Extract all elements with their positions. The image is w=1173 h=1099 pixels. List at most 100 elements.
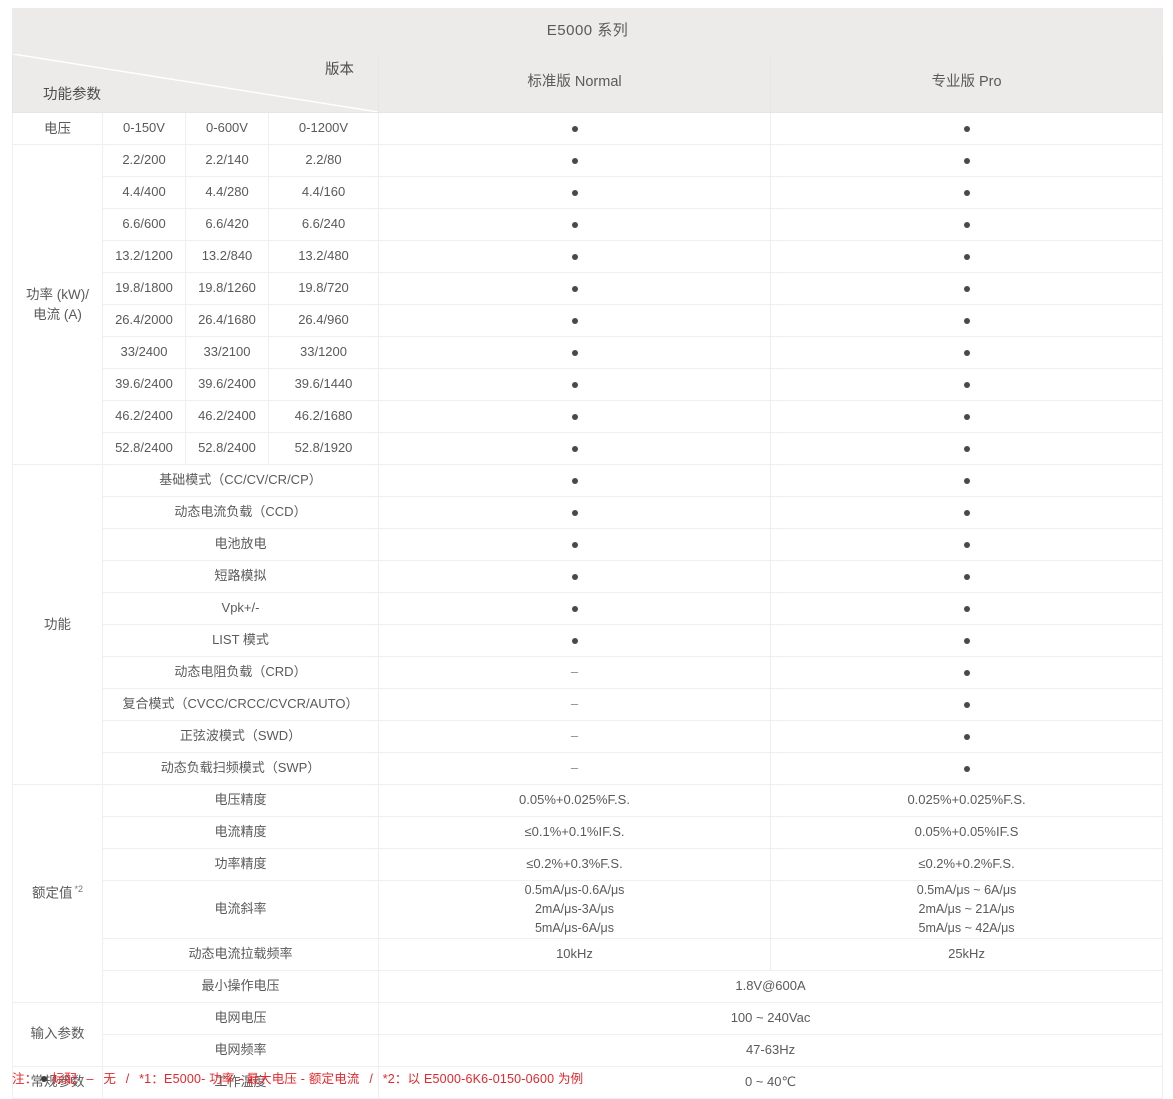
variant-value-3: 19.8/720 [268, 272, 379, 305]
footnote-sep-1: / [125, 1072, 130, 1086]
header-version-label: 版本 [325, 62, 354, 78]
normal-column-cell [378, 144, 771, 177]
pro-column-cell-dot-icon [963, 445, 970, 452]
merged-value-cell: 1.8V@600A [377, 969, 1164, 1003]
footnote-note-2: *2：以 E5000-6K6-0150-0600 为例 [382, 1072, 584, 1086]
parameter-label-cell: 电网电压 [102, 1001, 379, 1035]
parameter-label-cell: 电池放电 [102, 528, 379, 561]
normal-column-cell: 0.05%+0.025%F.S. [378, 784, 771, 817]
variant-value-2: 39.6/2400 [185, 368, 269, 401]
normal-column-cell [378, 496, 771, 529]
normal-column-cell-dot-icon [571, 413, 578, 420]
table-row: 电流斜率 0.5mA/μs-0.6A/μs 2mA/μs-3A/μs 5mA/μs… [13, 880, 1164, 939]
variant-value-2: 4.4/280 [185, 176, 269, 209]
variant-value-3: 52.8/1920 [268, 432, 379, 465]
normal-column-cell-dot-icon [571, 541, 578, 548]
pro-column-cell-dot-icon [963, 189, 970, 196]
table-row: 输入参数 电网电压 100 ~ 240Vac [12, 1001, 1164, 1067]
table-row: LIST 模式 [13, 624, 1164, 657]
category-cell: 功能 [12, 464, 103, 785]
variant-value-3: 2.2/80 [268, 144, 379, 177]
pro-column-cell: 0.05%+0.05%IF.S [769, 816, 1164, 849]
table-row: 正弦波模式（SWD） – [13, 720, 1164, 753]
variant-value-1: 0-150V [102, 112, 186, 145]
variant-value-3: 26.4/960 [268, 304, 379, 337]
pro-column-cell [769, 112, 1164, 145]
normal-column-cell [378, 624, 771, 657]
normal-column-cell [378, 272, 771, 305]
variant-value-2: 6.6/420 [185, 208, 269, 241]
merged-value-cell: 47-63Hz [377, 1033, 1164, 1067]
table-row: 52.8/2400 52.8/2400 52.8/1920 [13, 432, 1164, 465]
table-row: 6.6/600 6.6/420 6.6/240 [13, 208, 1164, 241]
variant-value-1: 39.6/2400 [102, 368, 186, 401]
table-row: Vpk+/- [13, 592, 1164, 625]
category-cell: 功率 (kW)/电流 (A) [12, 144, 103, 465]
normal-column-cell [378, 592, 771, 625]
header-corner-cell: 版本功能参数 [12, 53, 379, 113]
normal-column-cell-dot-icon [571, 445, 578, 452]
normal-column-cell [378, 240, 771, 273]
variant-value-3: 46.2/1680 [268, 400, 379, 433]
table-row: 电网频率 47-63Hz [13, 1033, 1164, 1067]
normal-column-cell-dot-icon [571, 509, 578, 516]
normal-column-cell-dot-icon [571, 381, 578, 388]
table-row: 电压 0-150V 0-600V 0-1200V [12, 112, 1164, 145]
pro-column-cell [769, 720, 1164, 753]
pro-column-cell-value: 0.5mA/μs ~ 6A/μs 2mA/μs ~ 21A/μs 5mA/μs … [916, 883, 1017, 935]
parameter-label-cell: 基础模式（CC/CV/CR/CP） [102, 464, 379, 497]
normal-column-cell [378, 464, 771, 497]
variant-value-2: 2.2/140 [185, 144, 269, 177]
category-cell: 电压 [12, 112, 103, 145]
header-col-pro: 专业版 Pro [769, 53, 1164, 113]
pro-column-cell [769, 624, 1164, 657]
footnote-none: 无 [103, 1072, 117, 1086]
variant-value-3: 33/1200 [268, 336, 379, 369]
table-row: 动态负载扫频模式（SWP） – [13, 752, 1164, 785]
parameter-label-cell: 电流斜率 [102, 880, 379, 939]
variant-value-1: 4.4/400 [102, 176, 186, 209]
normal-column-cell [378, 400, 771, 433]
variant-value-1: 13.2/1200 [102, 240, 186, 273]
normal-column-cell [378, 432, 771, 465]
pro-column-cell-dot-icon [963, 541, 970, 548]
normal-column-cell-value: 0.5mA/μs-0.6A/μs 2mA/μs-3A/μs 5mA/μs-6A/… [524, 883, 625, 935]
pro-column-cell-dot-icon [963, 381, 970, 388]
pro-column-cell-dot-icon [963, 509, 970, 516]
parameter-label-cell: 最小操作电压 [102, 969, 379, 1003]
pro-column-cell [769, 560, 1164, 593]
pro-column-cell-dot-icon [963, 701, 970, 708]
normal-column-cell-dot-icon [571, 253, 578, 260]
variant-value-3: 6.6/240 [268, 208, 379, 241]
normal-column-cell [378, 112, 771, 145]
normal-column-cell: – [378, 688, 771, 721]
table-row: 46.2/2400 46.2/2400 46.2/1680 [13, 400, 1164, 433]
normal-column-cell-dot-icon [571, 285, 578, 292]
pro-column-cell [769, 336, 1164, 369]
normal-column-cell-dot-icon [571, 349, 578, 356]
parameter-label-cell: 短路模拟 [102, 560, 379, 593]
parameter-label-cell: 动态电流负载（CCD） [102, 496, 379, 529]
normal-column-cell: – [378, 752, 771, 785]
header-function-param-label: 功能参数 [43, 86, 101, 103]
table-row: 功率精度 ≤0.2%+0.3%F.S. ≤0.2%+0.2%F.S. [13, 848, 1164, 881]
variant-value-1: 19.8/1800 [102, 272, 186, 305]
pro-column-cell [769, 176, 1164, 209]
pro-column-cell [769, 592, 1164, 625]
parameter-label-cell: LIST 模式 [102, 624, 379, 657]
normal-column-cell: 0.5mA/μs-0.6A/μs 2mA/μs-3A/μs 5mA/μs-6A/… [378, 880, 771, 939]
parameter-label-cell: 复合模式（CVCC/CRCC/CVCR/AUTO） [102, 688, 379, 721]
category-label: 功率 (kW)/电流 (A) [26, 286, 89, 322]
normal-column-cell-dot-icon [571, 605, 578, 612]
pro-column-cell-dot-icon [963, 413, 970, 420]
table-row: 复合模式（CVCC/CRCC/CVCR/AUTO） – [13, 688, 1164, 721]
parameter-label-cell: 动态负载扫频模式（SWP） [102, 752, 379, 785]
category-label: 输入参数 [30, 1026, 85, 1042]
header-row: 版本 功能参数 标准版 Normal 专业版 Pro [12, 53, 1164, 113]
normal-column-cell [378, 304, 771, 337]
table-row: 常规参数 工作温度 0 ~ 40℃ [12, 1065, 1164, 1099]
variant-value-2: 33/2100 [185, 336, 269, 369]
parameter-label-cell: 动态电阻负载（CRD） [102, 656, 379, 689]
pro-column-cell [769, 528, 1164, 561]
